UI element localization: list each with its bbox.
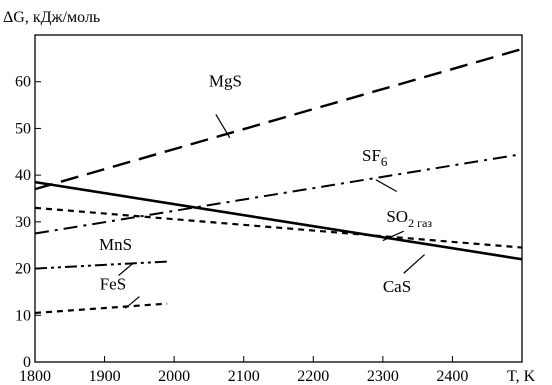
plot-frame	[34, 34, 523, 363]
series-line-mns	[34, 260, 168, 270]
x-tick-label: 2400	[436, 368, 468, 385]
series-label-so: SO2 газ	[386, 207, 432, 230]
y-tick-label: 20	[15, 261, 31, 278]
leader-line-mgs	[215, 114, 231, 139]
leader-line-mns	[118, 263, 133, 277]
leader-line-sf	[375, 179, 398, 193]
x-tick-label: 2200	[297, 368, 329, 385]
leader-line-so	[382, 230, 404, 242]
leader-line-fes	[125, 296, 140, 309]
series-layer	[34, 47, 523, 315]
x-tick-label: 1900	[89, 368, 121, 385]
y-tick-label: 10	[15, 307, 31, 324]
y-tick-label: 30	[15, 214, 31, 231]
y-tick-label: 50	[15, 120, 31, 137]
y-axis-title: ΔG, кДж/моль	[3, 9, 100, 26]
x-tick-label: 2000	[158, 368, 190, 385]
series-label-cas: CaS	[383, 277, 411, 296]
labels-layer: MgS SF6 SO2 газ CaS MnS FeS	[99, 71, 432, 309]
y-tick-label: 60	[15, 74, 31, 91]
series-line-cas	[34, 180, 523, 261]
x-tick-label: 2300	[367, 368, 399, 385]
x-axis-title: T, K	[507, 368, 536, 385]
series-label-fes: FeS	[100, 275, 126, 294]
series-line-so	[34, 206, 523, 249]
series-label-mns: MnS	[99, 235, 132, 254]
series-line-mgs	[34, 47, 523, 191]
series-label-sf: SF6	[362, 146, 388, 169]
x-tick-label: 1800	[19, 368, 51, 385]
leader-line-cas	[403, 254, 426, 274]
series-line-fes	[34, 302, 168, 315]
y-tick-label: 40	[15, 167, 31, 184]
y-tick-label: 0	[23, 354, 31, 371]
axes: 1800 1900 2000 2100 2200 2300 2400 0 10 20 30 40 50 6…	[15, 34, 523, 385]
series-line-sf	[34, 153, 523, 235]
x-tick-label: 2100	[228, 368, 260, 385]
series-label-mgs: MgS	[209, 71, 242, 90]
